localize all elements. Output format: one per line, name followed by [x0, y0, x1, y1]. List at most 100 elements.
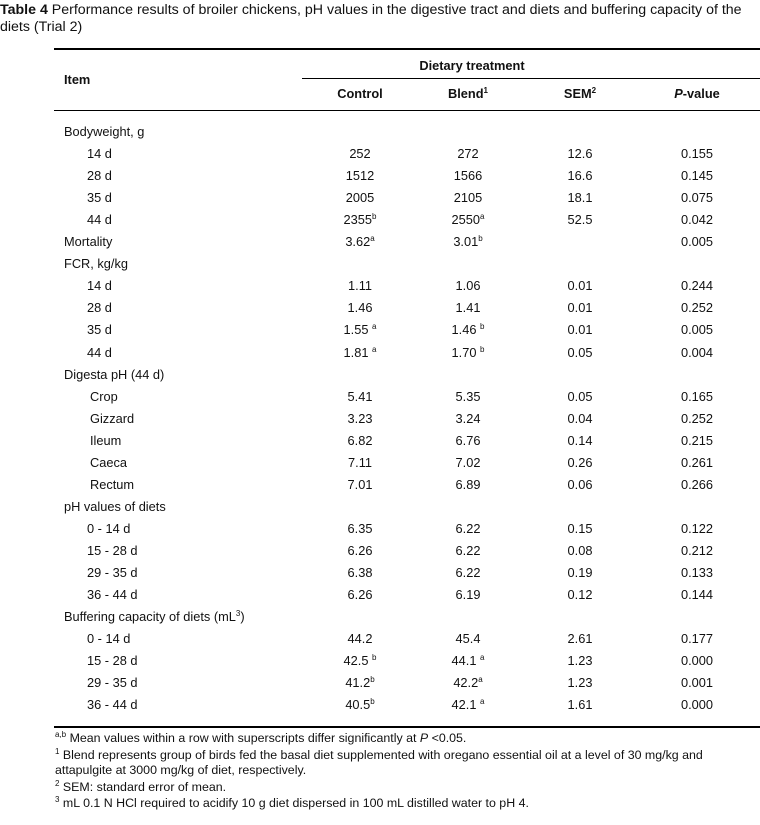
table-cell: 52.5: [567, 212, 593, 228]
table-cell: 0.19: [567, 565, 593, 580]
table-cell: 3.62a: [345, 234, 375, 250]
table-cell: 0.01: [567, 300, 593, 316]
table-cell: 0.14: [567, 432, 593, 448]
table-cell: 7.02: [455, 454, 481, 470]
table-cell: 6.22: [455, 542, 481, 558]
item-header: Item: [64, 72, 91, 87]
table-cell: 0.01: [567, 278, 593, 294]
table-cell: 0.252: [680, 410, 714, 426]
column-header: SEM2: [564, 86, 596, 101]
row-label: 36 - 44 d: [87, 697, 138, 713]
table-cell: 0.266: [680, 476, 714, 492]
column-header-text: Control: [337, 86, 383, 101]
footnote-sup: a,b: [55, 730, 67, 739]
dietary-treatment-header: Dietary treatment: [419, 58, 525, 73]
footnote-sup: 2: [55, 779, 60, 788]
row-label: 29 - 35 d: [87, 565, 138, 580]
table-label: Table 4: [0, 2, 48, 18]
column-header-text: SEM: [563, 86, 592, 101]
footnote: 3 mL 0.1 N HCl required to acidify 10 g …: [55, 795, 529, 811]
column-header-text: -value: [682, 86, 720, 101]
row-label: 35 d: [87, 322, 112, 338]
cell-sup: a: [478, 675, 483, 685]
table-cell: 6.38: [347, 565, 373, 580]
row-label-sup: 3: [235, 609, 241, 619]
row-label: Mortality: [64, 234, 113, 250]
table-cell: 0.26: [567, 454, 593, 470]
table-cell: 1.23: [567, 675, 593, 691]
table-caption: Table 4 Performance results of broiler c…: [0, 2, 758, 36]
table-cell: 6.22: [455, 565, 481, 580]
row-label: 28 d: [87, 300, 112, 316]
table-cell: 6.76: [455, 432, 481, 448]
table-cell: 0.001: [680, 675, 714, 691]
row-label: 0 - 14 d: [87, 520, 131, 536]
table-cell: 41.2b: [345, 675, 375, 691]
footnote-sup: 3: [55, 795, 60, 804]
table-cell: 6.26: [347, 542, 373, 558]
row-label: Buffering capacity of diets (mL3): [64, 609, 245, 625]
table-cell: 1.46: [347, 300, 373, 316]
table-cell: 1.70 b: [451, 344, 485, 360]
table-cell: 44.1 a: [451, 653, 485, 669]
footnote: a,b Mean values within a row with supers…: [55, 730, 467, 746]
table-cell: 6.89: [455, 476, 481, 492]
top-rule: [54, 48, 760, 50]
row-label: 36 - 44 d: [87, 587, 138, 603]
table-cell: 1.81 a: [343, 344, 377, 360]
bottom-rule: [54, 726, 760, 728]
table-cell: 1.61: [567, 697, 593, 713]
table-cell: 1.41: [455, 300, 481, 316]
table-cell: 0.05: [567, 388, 593, 404]
row-label: 29 - 35 d: [87, 675, 138, 691]
table-cell: 16.6: [567, 168, 593, 184]
cell-sup: a: [480, 212, 485, 222]
cell-sup: b: [478, 234, 483, 244]
table-cell: 5.35: [455, 388, 481, 404]
table-cell: 0.122: [680, 520, 714, 536]
table-cell: 0.05: [567, 344, 593, 360]
column-header: Blend1: [448, 86, 488, 101]
table-cell: 0.005: [680, 322, 714, 338]
table-cell: 2355b: [343, 212, 377, 228]
table-title: Performance results of broiler chickens,…: [0, 2, 742, 35]
table-cell: 0.000: [680, 653, 714, 669]
table-cell: 2005: [345, 190, 375, 206]
row-label: 44 d: [87, 344, 112, 360]
table-cell: 3.24: [455, 410, 481, 426]
table-cell: 2.61: [567, 631, 593, 647]
row-label: Caeca: [90, 454, 127, 470]
row-label: 35 d: [87, 190, 112, 206]
row-label: FCR, kg/kg: [64, 256, 128, 272]
table-cell: 1.23: [567, 653, 593, 669]
table-cell: 1512: [345, 168, 375, 184]
table-cell: 40.5b: [345, 697, 375, 713]
row-label: 14 d: [87, 146, 112, 162]
table-cell: 3.01b: [453, 234, 483, 250]
table-cell: 1566: [453, 168, 483, 184]
row-label: 14 d: [87, 278, 112, 294]
row-label: Rectum: [90, 476, 135, 492]
table-cell: 0.075: [680, 190, 714, 206]
footnote-italic: P: [419, 731, 429, 745]
table-cell: 0.06: [567, 476, 593, 492]
table-cell: 0.000: [680, 697, 714, 713]
table-cell: 0.12: [567, 587, 593, 603]
table-cell: 7.01: [347, 476, 373, 492]
table-cell: 0.133: [680, 565, 714, 580]
table-cell: 3.23: [347, 410, 373, 426]
table-cell: 1.46 b: [451, 322, 485, 338]
cell-sup: b: [370, 697, 375, 707]
cell-sup: a: [372, 344, 377, 354]
column-header-sup: 2: [591, 86, 597, 95]
row-label: 0 - 14 d: [87, 631, 131, 647]
cell-sup: a: [480, 697, 485, 707]
table-cell: 0.005: [680, 234, 714, 250]
table-cell: 12.6: [567, 146, 593, 162]
table-cell: 0.042: [680, 212, 714, 228]
table-cell: 7.11: [348, 454, 372, 470]
table-cell: 0.165: [680, 388, 714, 404]
table-cell: 0.04: [567, 410, 593, 426]
table-cell: 5.41: [347, 388, 373, 404]
table-cell: 0.252: [680, 300, 714, 316]
